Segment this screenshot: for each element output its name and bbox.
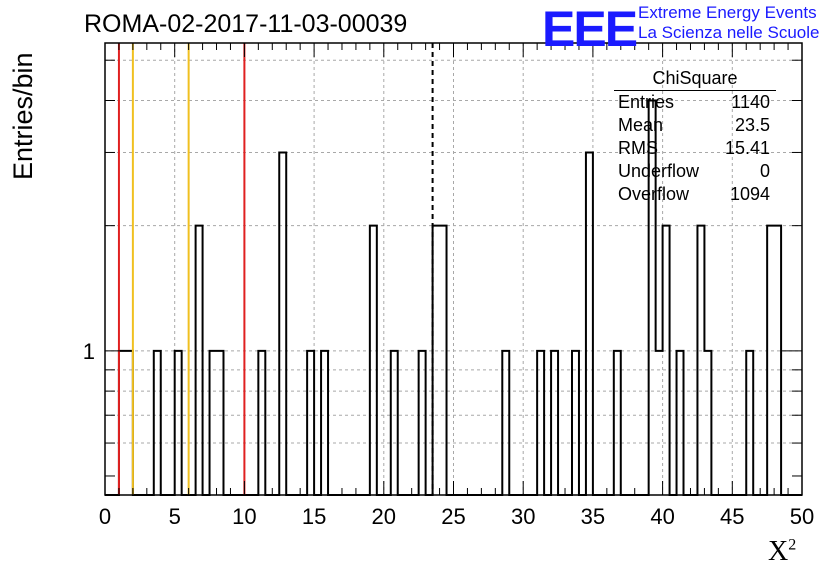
- stats-row-rms: RMS 15.41: [612, 137, 778, 160]
- stats-label: Mean: [618, 115, 664, 135]
- stats-row-mean: Mean 23.5: [612, 114, 778, 137]
- histogram-bin: [586, 152, 593, 495]
- histogram-bin: [614, 351, 621, 495]
- histogram-bin: [321, 351, 328, 495]
- x-tick-label: 30: [511, 504, 535, 529]
- histogram-bin: [537, 351, 544, 495]
- histogram-bin: [502, 351, 509, 495]
- histogram-bin: [697, 226, 704, 495]
- stats-value: 23.5: [734, 115, 770, 135]
- histogram-bin: [210, 351, 217, 495]
- stats-value: 15.41: [724, 138, 770, 158]
- stats-value: 1094: [729, 184, 770, 204]
- x-tick-label: 35: [581, 504, 605, 529]
- histogram-bin: [217, 351, 224, 495]
- x-tick-label: 20: [372, 504, 396, 529]
- stats-value: 1140: [731, 92, 770, 112]
- histogram-bin: [704, 351, 711, 495]
- histogram-bin: [440, 226, 447, 495]
- stats-box: ChiSquare Entries 1140 Mean 23.5 RMS 15.41 …: [612, 68, 778, 206]
- x-tick-label: 25: [441, 504, 465, 529]
- histogram-bin: [279, 152, 286, 495]
- chart-title: ROMA-02-2017-11-03-00039: [84, 10, 408, 38]
- stats-label: Overflow: [618, 184, 690, 204]
- histogram-bin: [391, 351, 398, 495]
- stats-title: ChiSquare: [614, 68, 776, 91]
- y-axis-label: Entries/bin: [8, 52, 38, 180]
- histogram-bin: [774, 226, 781, 495]
- histogram-bin: [677, 351, 684, 495]
- stats-row-entries: Entries 1140: [612, 91, 778, 114]
- logo-line-2: La Scienza nelle Scuole: [638, 23, 820, 42]
- x-tick-label: 15: [302, 504, 326, 529]
- stats-row-overflow: Overflow 1094: [612, 183, 778, 206]
- x-axis-label-base: X: [768, 536, 789, 567]
- eee-logo: EEE: [542, 1, 638, 57]
- x-tick-label: 40: [650, 504, 674, 529]
- histogram-bin: [258, 351, 265, 495]
- x-axis-label-superscript: 2: [788, 536, 797, 554]
- x-axis-label: X2: [768, 536, 796, 568]
- histogram-bin: [656, 351, 663, 495]
- histogram-bin: [419, 351, 426, 495]
- logo-line-1: Extreme Energy Events: [638, 3, 817, 22]
- histogram-bin: [307, 351, 314, 495]
- histogram-bin: [196, 226, 203, 495]
- histogram-bin: [551, 351, 558, 495]
- x-tick-label: 5: [169, 504, 181, 529]
- stats-row-underflow: Underflow 0: [612, 160, 778, 183]
- histogram-bin: [433, 226, 440, 495]
- y-tick-label: 1: [83, 339, 95, 364]
- stats-label: Entries: [618, 92, 675, 112]
- histogram-bin: [572, 351, 579, 495]
- histogram-bin: [175, 351, 182, 495]
- histogram-bin: [370, 226, 377, 495]
- x-tick-label: 45: [720, 504, 744, 529]
- histogram-bin: [767, 226, 774, 495]
- x-tick-label: 10: [232, 504, 256, 529]
- x-tick-label: 0: [99, 504, 111, 529]
- histogram-bin: [119, 351, 126, 495]
- stats-label: RMS: [618, 138, 658, 158]
- stats-label: Underflow: [618, 161, 700, 181]
- histogram-bin: [746, 351, 753, 495]
- histogram-bin: [126, 351, 133, 495]
- x-tick-label: 50: [790, 504, 814, 529]
- histogram-bin: [154, 351, 161, 495]
- stats-value: 0: [759, 161, 770, 181]
- histogram-bin: [663, 226, 670, 495]
